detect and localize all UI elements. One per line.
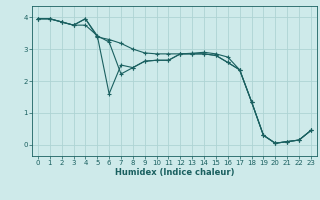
X-axis label: Humidex (Indice chaleur): Humidex (Indice chaleur) xyxy=(115,168,234,177)
